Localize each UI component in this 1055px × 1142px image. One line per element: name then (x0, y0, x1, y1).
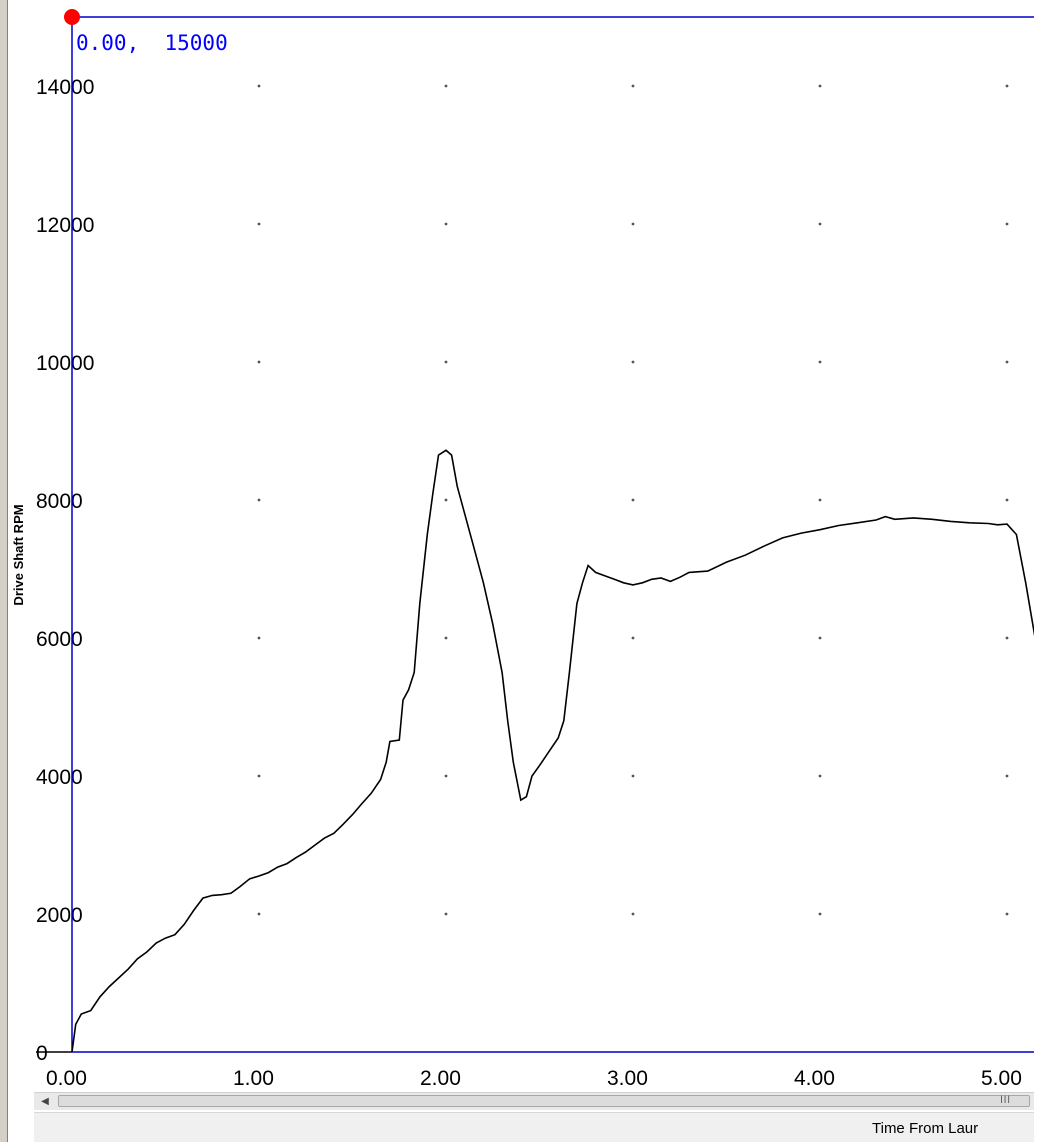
x-tick-label: 1.00 (233, 1067, 274, 1090)
grid-dot (444, 84, 448, 88)
grid-dot (631, 222, 635, 226)
y-axis-title: Drive Shaft RPM (11, 504, 26, 605)
grid-dot (1005, 774, 1009, 778)
cursor-readout: 0.00, 15000 (76, 31, 228, 55)
grid-dot (818, 84, 822, 88)
y-tick-label: 10000 (36, 352, 94, 375)
grid-dot (1005, 498, 1009, 502)
grid-dot (1005, 222, 1009, 226)
scrollbar-grip-icon: ǀǀǀ (1000, 1095, 1011, 1106)
x-tick-label: 2.00 (420, 1067, 461, 1090)
y-tick-label: 12000 (36, 214, 94, 237)
grid-dot (818, 222, 822, 226)
grid-dot (257, 222, 261, 226)
scrollbar-thumb[interactable]: ǀǀǀ (58, 1095, 1030, 1107)
status-bar (34, 1112, 1034, 1142)
grid-dot (818, 774, 822, 778)
grid-dot (631, 498, 635, 502)
grid-dot (631, 636, 635, 640)
grid-dot (631, 912, 635, 916)
horizontal-scrollbar[interactable]: ◀ ǀǀǀ (34, 1092, 1034, 1110)
series-line (71, 449, 1034, 1053)
grid-dot (257, 912, 261, 916)
grid-dot (1005, 84, 1009, 88)
grid-dot (444, 222, 448, 226)
y-tick-label: 0 (36, 1042, 48, 1065)
x-tick-label: 3.00 (607, 1067, 648, 1090)
grid-dot (444, 912, 448, 916)
grid-dot (444, 360, 448, 364)
x-tick-label: 0.00 (46, 1067, 87, 1090)
grid-dot (818, 498, 822, 502)
x-tick-label: 5.00 (981, 1067, 1022, 1090)
grid-dot (818, 360, 822, 364)
grid-dot (1005, 360, 1009, 364)
scroll-left-arrow-icon[interactable]: ◀ (41, 1096, 49, 1107)
grid-dot (631, 360, 635, 364)
grid-dot (631, 774, 635, 778)
window-left-border (0, 0, 8, 1142)
grid-dot (1005, 912, 1009, 916)
grid-dot (818, 912, 822, 916)
y-axis-ticks: 0 2000 4000 6000 8000 10000 12000 14000 (36, 76, 94, 1065)
grid-dot (257, 636, 261, 640)
y-tick-label: 2000 (36, 904, 83, 927)
grid-dot (444, 636, 448, 640)
grid-dot (257, 360, 261, 364)
grid-dot (818, 636, 822, 640)
x-axis-ticks: 0.00 1.00 2.00 3.00 4.00 5.00 (46, 1067, 1022, 1090)
grid-dot (257, 774, 261, 778)
grid-dot (631, 84, 635, 88)
y-tick-label: 4000 (36, 766, 83, 789)
grid-dot (257, 498, 261, 502)
y-tick-label: 6000 (36, 628, 83, 651)
cursor-marker[interactable] (64, 9, 80, 25)
x-tick-label: 4.00 (794, 1067, 835, 1090)
grid-dot (444, 774, 448, 778)
y-tick-label: 14000 (36, 76, 94, 99)
grid-dots (257, 84, 1009, 916)
grid-dot (444, 498, 448, 502)
grid-dot (257, 84, 261, 88)
y-tick-label: 8000 (36, 490, 83, 513)
grid-dot (1005, 636, 1009, 640)
